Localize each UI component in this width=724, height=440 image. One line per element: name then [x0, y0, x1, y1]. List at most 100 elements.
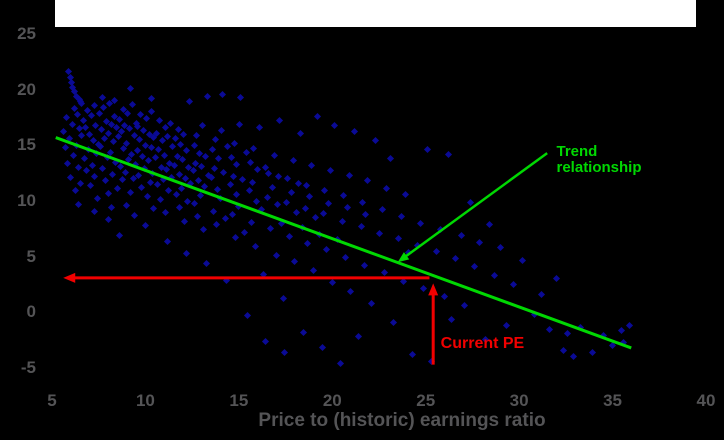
- scatter-point: [229, 172, 237, 181]
- scatter-point: [347, 287, 355, 295]
- scatter-point: [156, 196, 164, 204]
- scatter-point: [264, 194, 272, 202]
- scatter-point: [496, 244, 504, 252]
- scatter-point: [185, 98, 193, 106]
- scatter-point: [223, 276, 231, 284]
- scatter-point: [381, 268, 389, 276]
- scatter-point: [302, 181, 310, 189]
- scatter-point: [283, 175, 291, 183]
- y-tick-label: 5: [26, 246, 36, 266]
- scatter-point: [131, 160, 139, 168]
- scatter-point: [386, 155, 394, 163]
- scatter-point: [172, 190, 180, 198]
- scatter-point: [211, 136, 220, 144]
- scatter-point: [113, 185, 121, 193]
- scatter-point: [118, 176, 126, 184]
- scatter-point: [153, 129, 161, 137]
- scatter-point: [233, 160, 241, 168]
- scatter-point: [301, 205, 309, 213]
- scatter-point: [545, 325, 553, 333]
- scatter-point: [126, 188, 135, 196]
- scatter-point: [257, 206, 265, 214]
- scatter-point: [115, 116, 123, 124]
- x-tick-label: 35: [603, 391, 623, 410]
- scatter-point: [123, 201, 131, 209]
- scatter-point: [231, 234, 239, 242]
- scatter-point: [165, 187, 173, 195]
- scatter-point: [212, 220, 220, 228]
- scatter-point: [239, 176, 247, 184]
- scatter-point: [82, 123, 90, 132]
- scatter-point: [81, 155, 89, 163]
- scatter-point: [289, 157, 297, 165]
- scatter-point: [318, 344, 326, 352]
- scatter-point: [69, 151, 78, 159]
- scatter-point: [98, 165, 106, 173]
- scatter-point: [144, 157, 152, 165]
- scatter-point: [59, 128, 67, 136]
- scatter-point: [461, 302, 469, 310]
- scatter-point: [240, 228, 248, 236]
- scatter-point: [358, 198, 366, 206]
- scatter-point: [433, 247, 441, 255]
- scatter-point: [399, 277, 407, 285]
- scatter-point: [74, 200, 82, 208]
- scatter-point: [339, 217, 347, 225]
- scatter-point: [276, 117, 284, 125]
- scatter-point: [343, 204, 351, 212]
- scatter-point: [226, 180, 234, 188]
- scatter-point: [351, 128, 359, 136]
- scatter-point: [97, 142, 105, 150]
- scatter-point: [325, 199, 333, 207]
- scatter-point: [108, 204, 116, 212]
- scatter-point: [74, 164, 82, 172]
- scatter-point: [122, 168, 130, 176]
- scatter-point: [109, 170, 117, 178]
- scatter-point: [390, 318, 398, 326]
- scatter-point: [78, 131, 86, 139]
- scatter-point: [148, 108, 156, 116]
- scatter-point: [61, 144, 69, 152]
- x-tick-label: 5: [47, 391, 57, 410]
- scatter-point: [142, 115, 150, 123]
- scatter-point: [588, 348, 596, 356]
- scatter-point: [295, 179, 303, 187]
- scatter-point: [203, 92, 211, 100]
- scatter-point: [315, 230, 323, 238]
- scatter-point: [189, 167, 197, 175]
- scatter-point: [382, 185, 391, 193]
- scatter-point: [265, 169, 273, 177]
- scatter-point: [323, 246, 331, 254]
- scatter-point: [214, 155, 222, 163]
- x-tick-label: 40: [696, 391, 716, 410]
- scatter-point: [98, 93, 106, 101]
- y-tick-label: 15: [17, 135, 36, 155]
- scatter-point: [246, 158, 254, 166]
- scatter-point: [190, 141, 198, 149]
- scatter-point: [249, 178, 257, 186]
- y-tick-label: 20: [17, 79, 36, 99]
- scatter-point: [259, 270, 267, 279]
- scatter-point: [125, 125, 134, 133]
- scatter-point: [235, 203, 243, 211]
- scatter-point: [162, 208, 170, 216]
- scatter-point: [491, 272, 499, 280]
- y-tick-label: 0: [26, 302, 36, 322]
- scatter-point: [152, 154, 160, 162]
- scatter-point: [413, 241, 421, 250]
- scatter-point: [367, 299, 376, 307]
- scatter-point: [564, 329, 572, 338]
- scatter-point: [116, 162, 124, 171]
- scatter-point: [178, 185, 186, 193]
- masked-title-area: [55, 0, 696, 27]
- scatter-point: [149, 169, 157, 177]
- scatter-point: [519, 256, 527, 264]
- scatter-point: [180, 130, 188, 138]
- scatter-point: [569, 353, 577, 361]
- scatter-point: [99, 103, 107, 112]
- scatter-point: [360, 262, 368, 270]
- scatter-point: [298, 224, 306, 232]
- scatter-point: [278, 219, 286, 227]
- scatter-point: [163, 166, 171, 174]
- scatter-point: [452, 255, 460, 263]
